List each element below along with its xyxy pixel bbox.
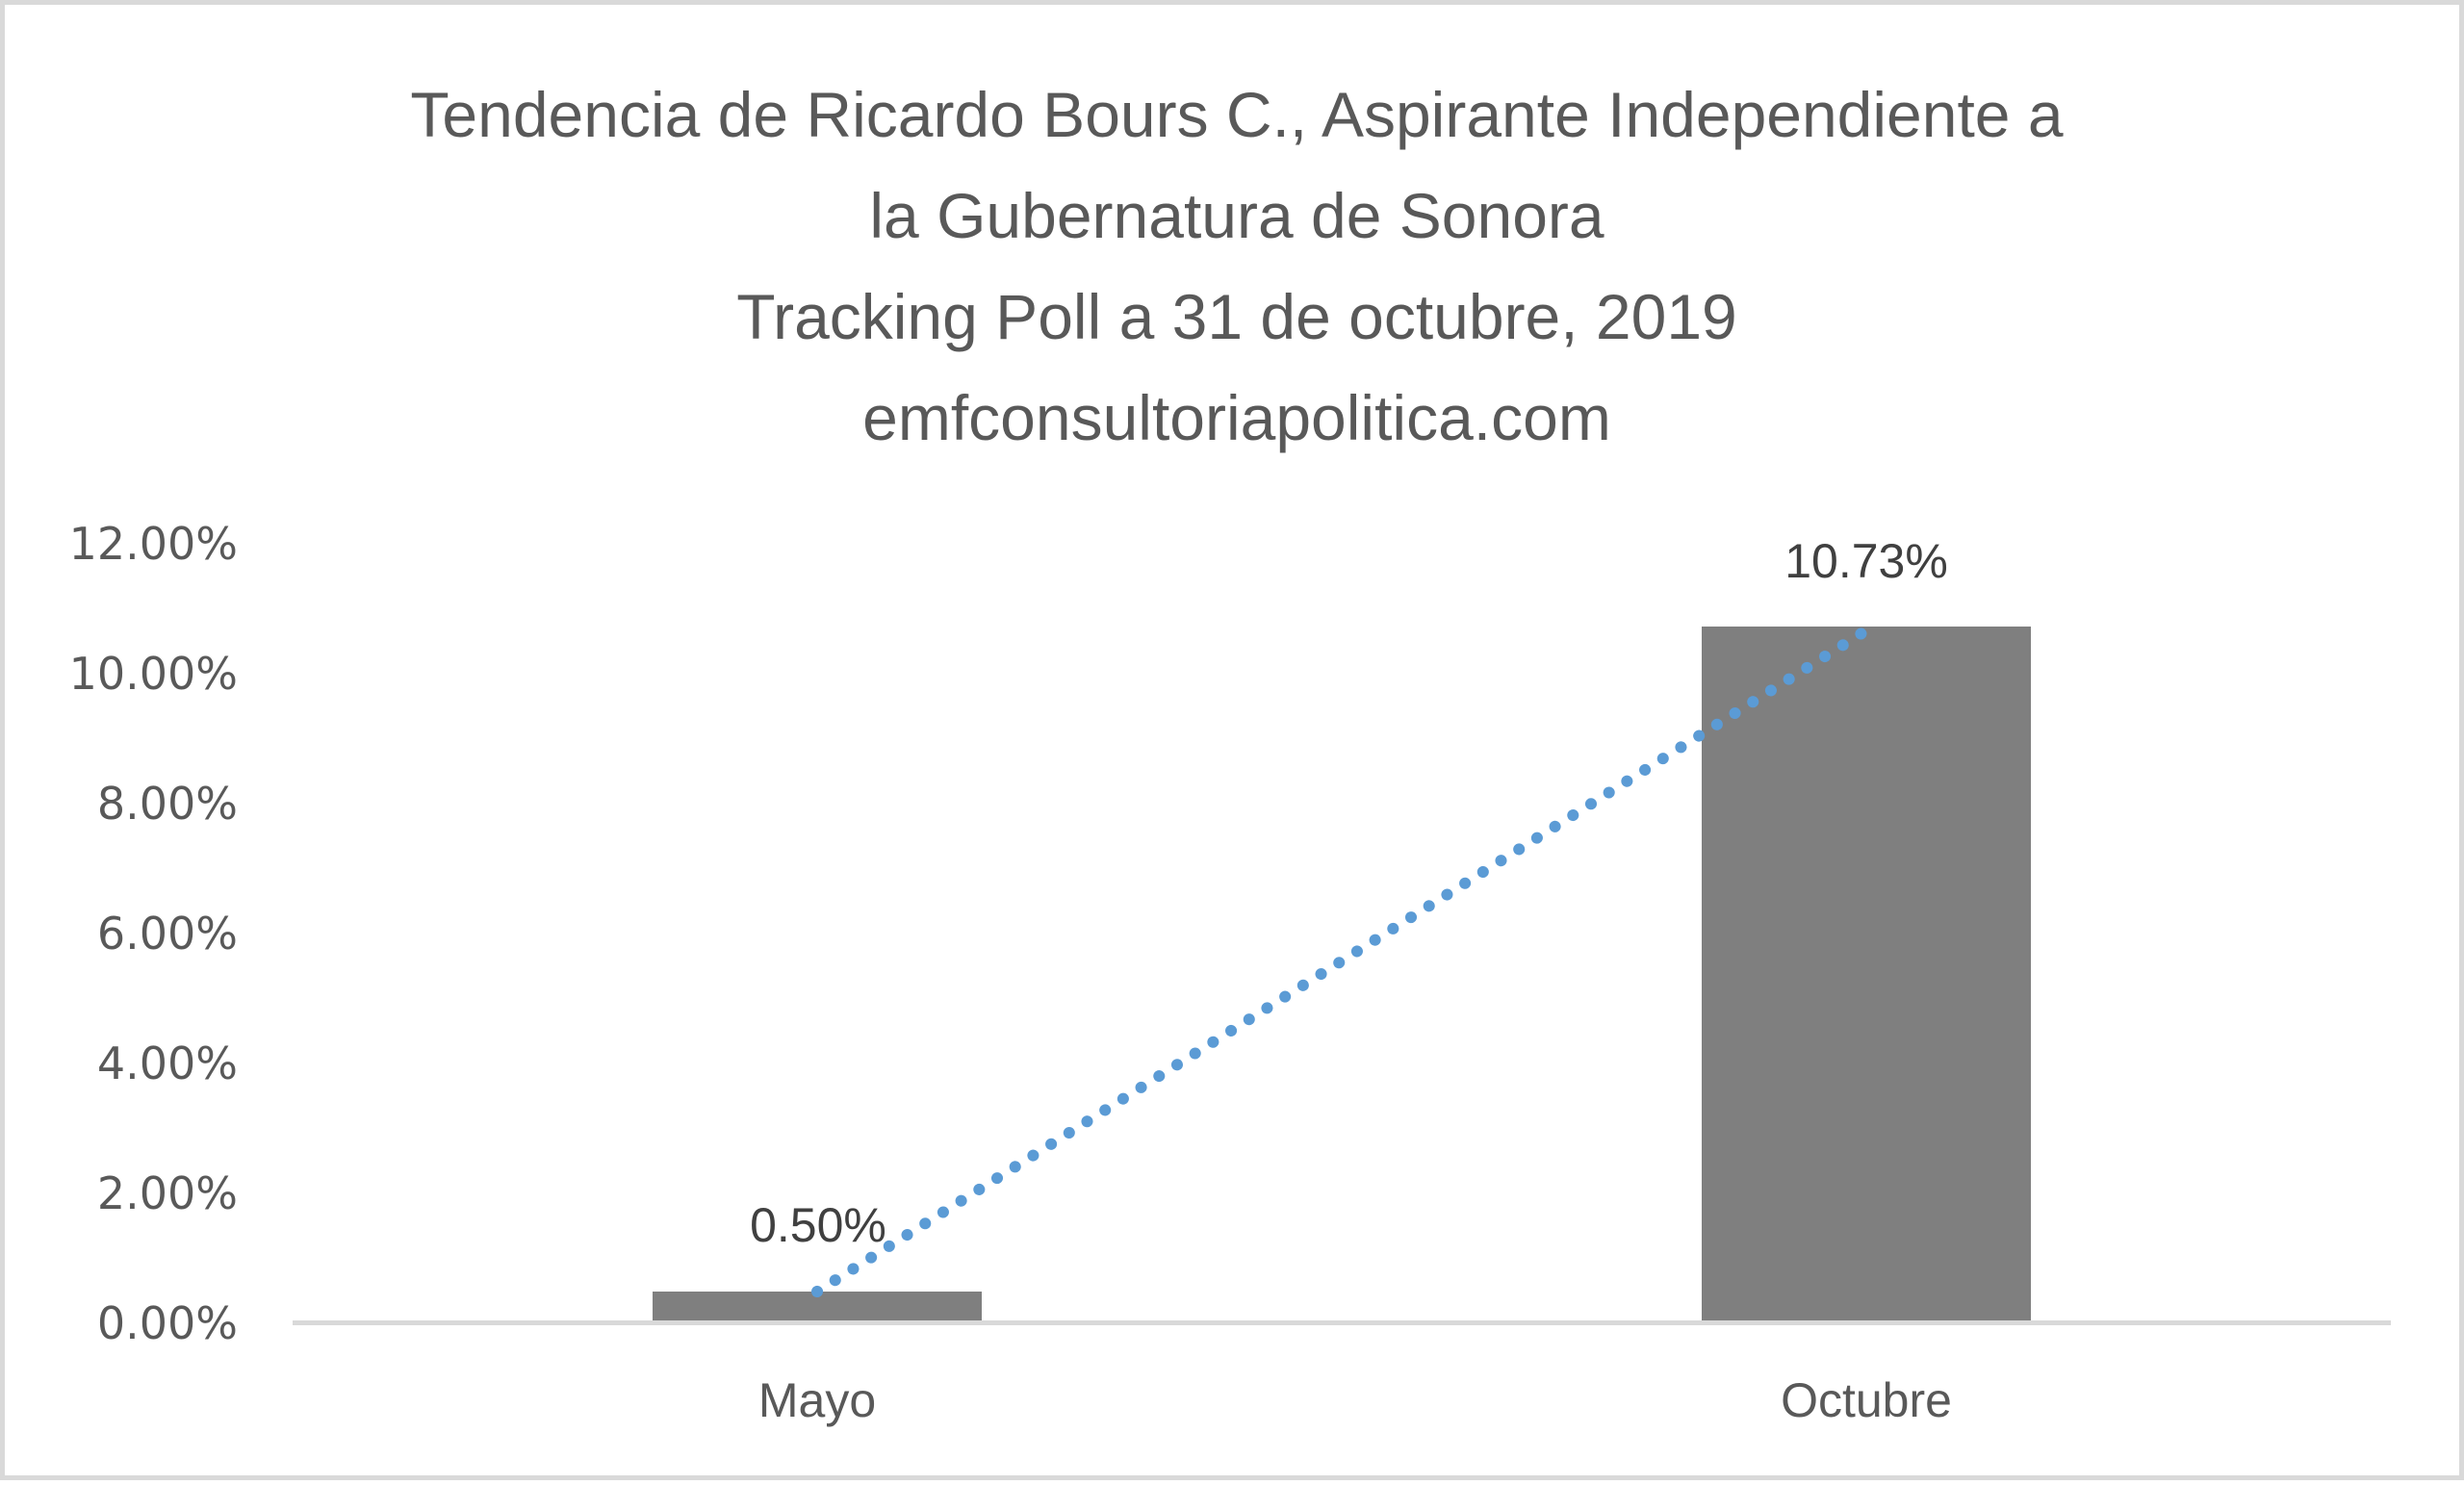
data-label-mayo: 0.50% — [750, 1198, 886, 1252]
chart-title-line-2: la Gubernatura de Sonora — [869, 180, 1604, 251]
chart-title: Tendencia de Ricardo Bours C., Aspirante… — [5, 64, 2464, 469]
chart-title-line-4: emfconsultoriapolitica.com — [862, 382, 1611, 453]
x-tick-label-octubre: Octubre — [1781, 1373, 1952, 1427]
x-axis-line — [293, 1320, 2391, 1325]
chart-title-line-3: Tracking Poll a 31 de octubre, 2019 — [736, 281, 1737, 352]
y-tick-label: 10.00% — [68, 648, 238, 700]
y-tick-label: 2.00% — [96, 1167, 238, 1219]
x-tick-label-mayo: Mayo — [757, 1373, 877, 1427]
y-tick-label: 4.00% — [96, 1037, 238, 1089]
bar-mayo — [653, 1292, 982, 1322]
y-tick-label: 8.00% — [96, 778, 238, 830]
bar-octubre — [1702, 627, 2031, 1322]
chart-title-line-1: Tendencia de Ricardo Bours C., Aspirante… — [410, 79, 2064, 150]
y-tick-label: 6.00% — [96, 908, 238, 960]
y-tick-label: 12.00% — [68, 518, 238, 570]
y-tick-label: 0.00% — [96, 1297, 238, 1349]
data-label-octubre: 10.73% — [1784, 534, 1948, 588]
